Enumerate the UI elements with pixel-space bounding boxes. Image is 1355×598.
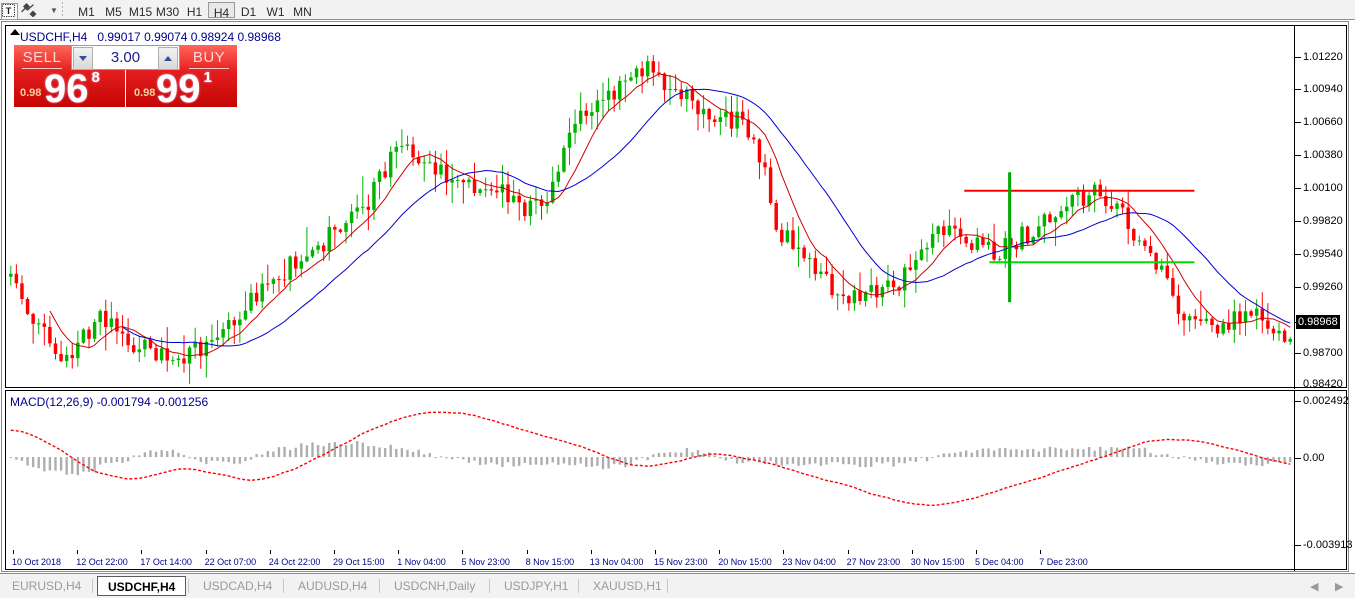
svg-text:T: T (6, 6, 12, 16)
